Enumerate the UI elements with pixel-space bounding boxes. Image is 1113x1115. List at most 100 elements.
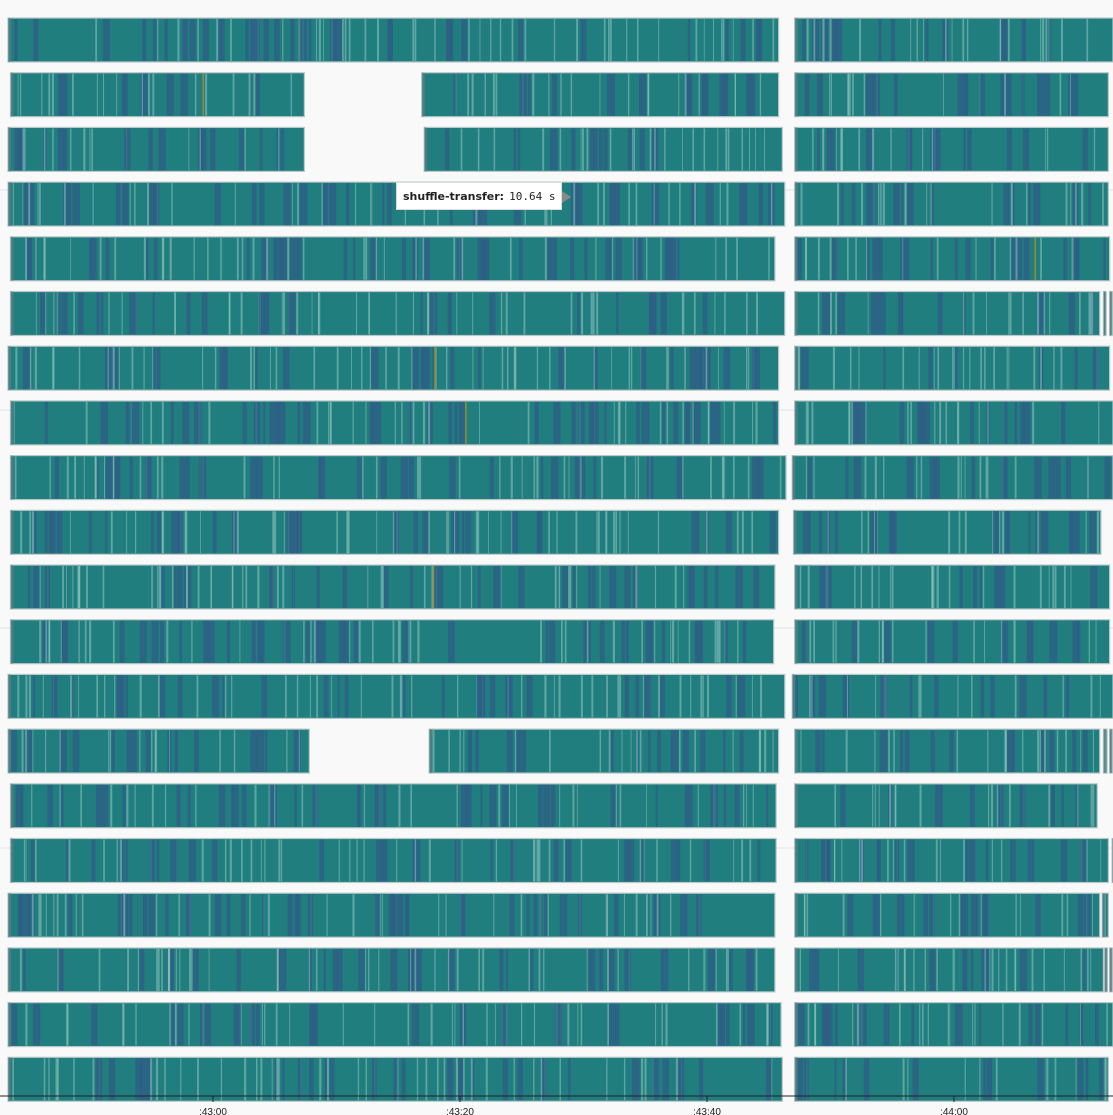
task-stripe <box>383 566 389 608</box>
task-segment[interactable] <box>791 455 1113 501</box>
task-segment[interactable] <box>9 72 305 118</box>
shuffle-transfer-bar[interactable] <box>794 947 1105 993</box>
task-segment[interactable] <box>1109 290 1113 337</box>
task-segment[interactable] <box>794 947 1105 993</box>
shuffle-transfer-bar[interactable] <box>7 1001 782 1048</box>
shuffle-transfer-bar[interactable] <box>428 728 780 774</box>
task-segment[interactable] <box>1104 947 1108 993</box>
task-segment[interactable] <box>794 345 1111 391</box>
task-segment[interactable] <box>1109 947 1113 993</box>
shuffle-transfer-bar[interactable] <box>792 509 1102 555</box>
task-segment[interactable] <box>1101 892 1109 938</box>
task-segment[interactable] <box>794 892 1101 938</box>
shuffle-transfer-bar[interactable] <box>9 837 777 884</box>
shuffle-transfer-bar[interactable] <box>9 236 776 282</box>
task-stripe <box>1032 401 1035 444</box>
task-segment[interactable] <box>7 1056 783 1102</box>
task-segment[interactable] <box>9 455 787 501</box>
task-segment[interactable] <box>7 947 776 993</box>
task-segment[interactable] <box>421 72 780 118</box>
shuffle-transfer-bar[interactable] <box>791 673 1113 720</box>
shuffle-transfer-bar[interactable] <box>794 290 1101 337</box>
task-segment[interactable] <box>7 17 780 63</box>
task-segment[interactable] <box>791 673 1113 720</box>
task-segment[interactable] <box>9 400 780 446</box>
shuffle-transfer-bar[interactable] <box>9 619 775 665</box>
task-stripe <box>255 1003 260 1046</box>
task-stripe <box>1033 347 1036 390</box>
task-stripe <box>608 730 611 773</box>
shuffle-transfer-bar[interactable] <box>794 236 1111 282</box>
shuffle-transfer-bar[interactable] <box>7 673 786 720</box>
task-stripe <box>493 128 496 171</box>
shuffle-transfer-bar[interactable] <box>9 290 786 337</box>
task-segment[interactable] <box>794 728 1101 774</box>
task-segment[interactable] <box>794 126 1109 173</box>
shuffle-transfer-bar[interactable] <box>794 400 1113 446</box>
task-segment[interactable] <box>9 837 777 884</box>
task-segment[interactable] <box>9 290 786 337</box>
task-segment[interactable] <box>9 236 776 282</box>
task-stripe <box>628 347 631 390</box>
task-stripe <box>733 839 735 882</box>
task-segment[interactable] <box>794 1001 1113 1048</box>
task-segment[interactable] <box>794 837 1109 884</box>
task-stripe <box>1008 347 1010 390</box>
task-segment[interactable] <box>794 17 1113 63</box>
task-segment[interactable] <box>7 345 780 391</box>
task-segment[interactable] <box>794 564 1111 610</box>
shuffle-transfer-bar[interactable] <box>794 17 1113 63</box>
shuffle-transfer-bar[interactable] <box>7 345 780 391</box>
shuffle-transfer-bar[interactable] <box>7 17 780 63</box>
task-segment[interactable] <box>7 126 305 173</box>
task-segment[interactable] <box>794 290 1101 337</box>
shuffle-transfer-bar[interactable] <box>791 455 1113 501</box>
shuffle-transfer-bar[interactable] <box>794 181 1109 227</box>
shuffle-transfer-bar[interactable] <box>9 564 776 610</box>
task-segment[interactable] <box>9 783 777 829</box>
task-segment[interactable] <box>794 72 1109 118</box>
shuffle-transfer-bar[interactable] <box>9 455 787 501</box>
task-segment[interactable] <box>794 1056 1109 1102</box>
shuffle-transfer-bar[interactable] <box>794 728 1101 774</box>
task-segment[interactable] <box>1109 728 1113 774</box>
task-stripe <box>842 675 847 718</box>
shuffle-transfer-bar[interactable] <box>794 892 1101 938</box>
task-segment[interactable] <box>1102 728 1108 774</box>
shuffle-transfer-bar[interactable] <box>7 728 310 774</box>
task-segment[interactable] <box>7 728 310 774</box>
task-segment[interactable] <box>9 564 776 610</box>
shuffle-transfer-bar[interactable] <box>794 126 1109 173</box>
task-stripe <box>1052 456 1061 499</box>
task-segment[interactable] <box>792 509 1102 555</box>
shuffle-transfer-bar[interactable] <box>423 126 783 173</box>
shuffle-transfer-bar[interactable] <box>794 564 1111 610</box>
task-segment[interactable] <box>794 400 1113 446</box>
task-stripe <box>123 894 126 937</box>
task-stripe <box>900 237 903 280</box>
shuffle-transfer-bar[interactable] <box>794 72 1109 118</box>
task-segment[interactable] <box>9 509 780 555</box>
task-segment[interactable] <box>794 181 1109 227</box>
task-stripe <box>904 183 907 226</box>
task-segment[interactable] <box>794 783 1098 829</box>
task-segment[interactable] <box>1102 290 1107 337</box>
task-segment[interactable] <box>794 619 1111 665</box>
task-segment[interactable] <box>9 619 775 665</box>
task-segment[interactable] <box>7 673 786 720</box>
shuffle-transfer-bar[interactable] <box>9 72 305 118</box>
shuffle-transfer-bar[interactable] <box>794 1056 1109 1102</box>
task-segment[interactable] <box>423 126 783 173</box>
task-stripe <box>343 620 349 663</box>
task-stripe <box>413 839 421 882</box>
task-segment[interactable] <box>7 1001 782 1048</box>
task-stripe <box>194 730 199 773</box>
shuffle-transfer-bar[interactable] <box>794 619 1111 665</box>
task-segment[interactable] <box>794 236 1111 282</box>
shuffle-transfer-bar[interactable] <box>794 837 1109 884</box>
task-segment[interactable] <box>428 728 780 774</box>
task-stripe <box>116 73 118 116</box>
task-stripe <box>104 511 108 554</box>
task-stripe <box>201 839 204 882</box>
task-segment[interactable] <box>7 892 776 938</box>
